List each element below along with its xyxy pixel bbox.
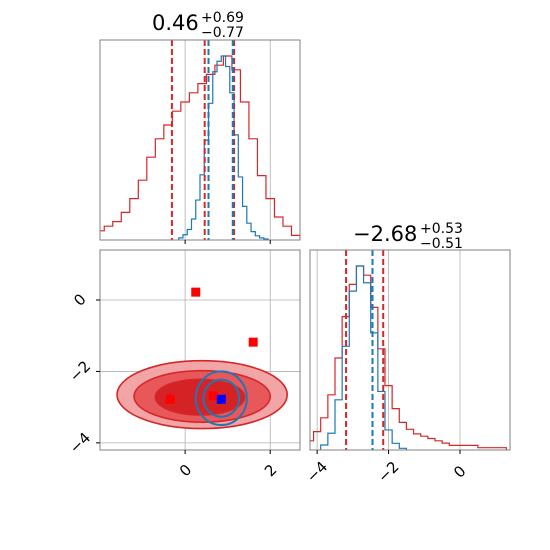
- param-1-title: 0.46: [152, 11, 199, 35]
- param-2-title: −2.68: [353, 222, 417, 246]
- param-1-title-minus: −0.77: [201, 25, 244, 41]
- histogram-series: [310, 250, 508, 450]
- blue-histogram: [178, 55, 269, 240]
- x-tick-label: −4: [303, 458, 331, 486]
- joint-series: [116, 287, 289, 430]
- y-tick-label: −2: [66, 357, 94, 385]
- histogram-param-1: [99, 39, 301, 241]
- histogram-param-2: [309, 249, 511, 451]
- panel-frame: [99, 39, 301, 241]
- x-tick-label: −2: [374, 458, 402, 486]
- red-marker: [191, 287, 201, 297]
- y-tick-label: 0: [70, 290, 89, 309]
- panel-frame: [99, 249, 301, 451]
- param-2-title-plus: +0.53: [420, 221, 463, 237]
- tick-labels: 0 2 −4 −2 0 −4 −2 0: [66, 240, 470, 486]
- red-histogram: [100, 55, 300, 240]
- x-tick-label: 0: [450, 462, 469, 481]
- panel-frame: [309, 249, 511, 451]
- param-1-title-plus: +0.69: [201, 10, 244, 26]
- blue-contour: [202, 378, 241, 418]
- blue-histogram: [320, 265, 408, 450]
- param-2-title-minus: −0.51: [420, 236, 463, 252]
- x-tick-label: 0: [176, 461, 195, 480]
- blue-marker: [216, 394, 226, 404]
- blue-contour: [194, 370, 248, 427]
- x-tick-label: 2: [261, 461, 280, 480]
- red-contour: [154, 378, 246, 416]
- red-marker: [248, 337, 258, 347]
- red-marker: [165, 394, 175, 404]
- joint-contour-panel: [99, 249, 301, 451]
- histogram-series: [100, 40, 300, 240]
- red-marker: [208, 391, 218, 401]
- red-histogram: [310, 265, 508, 450]
- y-tick-label: −4: [66, 429, 94, 457]
